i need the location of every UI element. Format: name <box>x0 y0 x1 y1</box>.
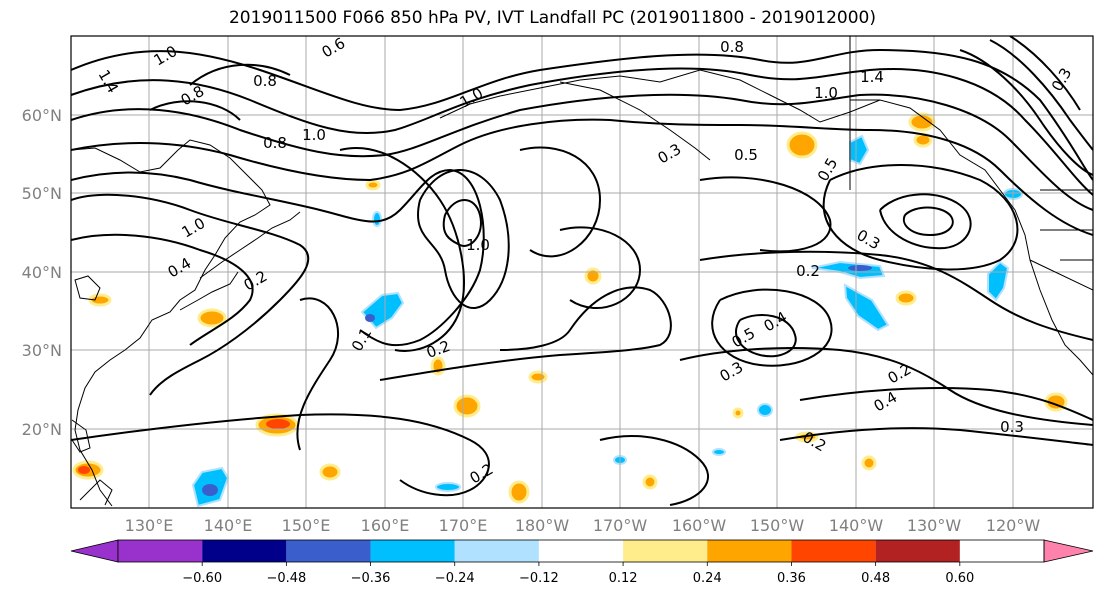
colorbar-tick-label: −0.36 <box>351 571 391 586</box>
colorbar-tick-label: −0.12 <box>519 571 559 586</box>
colorbar-extend-high <box>1043 539 1094 563</box>
colorbar-tick-label: 0.36 <box>777 571 806 586</box>
lon-tick-label: 130°W <box>907 516 962 535</box>
lat-tick-label: 30°N <box>22 341 62 360</box>
lat-tick-label: 60°N <box>22 106 62 125</box>
colorbar-tick-label: −0.48 <box>266 571 306 586</box>
colorbar-segment <box>707 540 792 562</box>
latitude-axis: 20°N 30°N 40°N 50°N 60°N <box>22 106 62 439</box>
contour-label: 0.2 <box>796 262 820 280</box>
colorbar-tick-label: 0.12 <box>609 571 638 586</box>
lat-tick-label: 20°N <box>22 420 62 439</box>
lon-tick-label: 170°E <box>439 516 488 535</box>
lat-tick-label: 40°N <box>22 263 62 282</box>
colorbar-extend-low <box>70 539 119 563</box>
map-frame <box>70 35 1094 509</box>
coastlines <box>71 36 1093 507</box>
colorbar-tick-label: −0.24 <box>435 571 475 586</box>
colorbar: −0.60 −0.48 −0.36 −0.24 −0.12 0.12 0.24 0.36 0.4… <box>70 539 1094 586</box>
shade-patch-red <box>78 419 290 474</box>
contour-label: 1.0 <box>466 236 490 254</box>
contour-label: 0.8 <box>720 38 744 56</box>
colorbar-segment <box>538 540 624 562</box>
contour-label: 1.4 <box>860 68 884 86</box>
colorbar-segment <box>286 540 371 562</box>
lon-tick-label: 150°W <box>750 516 805 535</box>
lon-tick-label: 150°E <box>282 516 331 535</box>
lon-tick-label: 130°E <box>125 516 174 535</box>
colorbar-segment <box>118 540 203 562</box>
colorbar-segment <box>875 540 960 562</box>
contour-label: 0.3 <box>1000 418 1024 436</box>
shade-patch-navy <box>202 265 872 496</box>
colorbar-outline <box>117 539 1045 563</box>
pv-shading <box>72 112 1068 508</box>
lon-tick-label: 140°E <box>204 516 253 535</box>
lon-tick-label: 170°W <box>593 516 648 535</box>
lon-tick-label: 120°W <box>986 516 1041 535</box>
lon-tick-label: 180°W <box>515 516 570 535</box>
contour-label: 1.0 <box>302 126 326 144</box>
contour-label: 0.5 <box>734 146 758 164</box>
lat-tick-label: 50°N <box>22 184 62 203</box>
ivt-contours <box>71 36 1093 506</box>
colorbar-segment <box>370 540 455 562</box>
colorbar-tick-label: 0.48 <box>861 571 890 586</box>
lon-tick-label: 160°W <box>672 516 727 535</box>
colorbar-segment <box>623 540 708 562</box>
colorbar-segment <box>791 540 876 562</box>
lon-tick-label: 140°W <box>829 516 884 535</box>
contour-label: 0.8 <box>253 72 277 90</box>
colorbar-segment <box>202 540 287 562</box>
contour-label: 0.8 <box>263 134 287 152</box>
colorbar-segment <box>454 540 539 562</box>
lon-tick-label: 160°E <box>361 516 410 535</box>
map-title: 2019011500 F066 850 hPa PV, IVT Landfall… <box>228 8 876 28</box>
contour-label: 1.0 <box>814 84 838 102</box>
colorbar-tick-label: 0.60 <box>945 571 974 586</box>
colorbar-tick-label: −0.60 <box>182 571 222 586</box>
colorbar-tick-label: 0.24 <box>693 571 722 586</box>
longitude-axis: 130°E 140°E 150°E 160°E 170°E 180°W 170°W 160°W… <box>125 516 1041 535</box>
